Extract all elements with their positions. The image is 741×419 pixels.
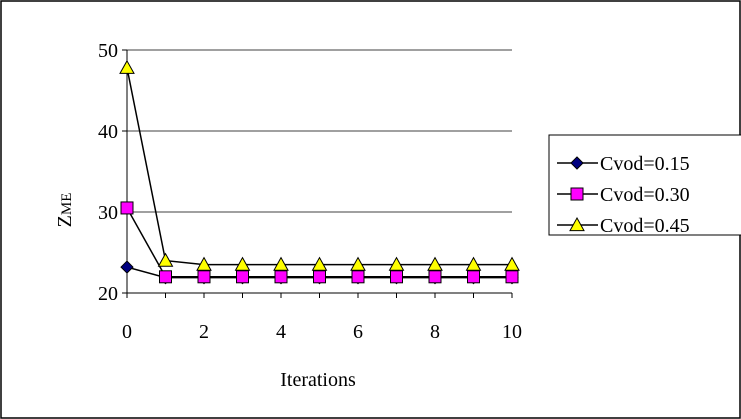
legend-marker-1 [570, 156, 584, 170]
series-3-point-10 [504, 256, 520, 271]
series-3-point-3 [234, 256, 251, 271]
legend-label-2: Cvod=0.30 [600, 184, 690, 206]
series-2-point-6 [351, 270, 365, 284]
legend-marker-2 [570, 187, 584, 201]
x-tick-label-2: 4 [276, 321, 286, 343]
series-3-point-0 [119, 59, 135, 74]
series-2 [120, 201, 519, 284]
y-axis-title-main: Z [54, 215, 76, 227]
series-2-point-7 [390, 270, 403, 284]
series-2-point-10 [505, 270, 519, 284]
series-2-point-9 [467, 270, 480, 284]
legend-box [548, 134, 741, 236]
x-tick-labels: 0 2 4 6 8 10 [122, 321, 522, 343]
series-layer [119, 59, 520, 285]
series-2-point-0 [120, 201, 134, 215]
series-2-point-3 [236, 270, 249, 284]
series-3 [119, 59, 520, 271]
series-3-point-2 [196, 256, 212, 271]
series-3-point-1 [157, 252, 174, 267]
series-3-point-7 [388, 256, 405, 271]
y-tick-label-2: 40 [98, 121, 118, 143]
x-tick-label-1: 2 [199, 321, 209, 343]
series-1-point-0 [120, 260, 134, 274]
series-2-point-1 [159, 270, 172, 284]
y-tick-label-1: 30 [98, 202, 118, 224]
y-tick-label-3: 50 [98, 40, 118, 62]
series-2-point-5 [313, 270, 326, 284]
x-tick-label-5: 10 [502, 321, 522, 343]
x-tick-label-3: 6 [353, 321, 363, 343]
series-2-point-4 [274, 270, 288, 284]
y-tick-labels: 20 30 40 50 [98, 40, 118, 305]
x-tick-label-0: 0 [122, 321, 132, 343]
grid-lines [127, 49, 512, 213]
series-3-point-5 [311, 256, 328, 271]
series-3-point-6 [350, 256, 366, 271]
series-3-point-9 [465, 256, 482, 271]
series-3-point-4 [273, 256, 289, 271]
series-2-point-8 [428, 270, 442, 284]
y-axis-title-sub: ME [59, 193, 75, 216]
y-axis-title: ZME [54, 193, 76, 228]
legend-label-1: Cvod=0.15 [600, 153, 690, 175]
x-axis-title: Iterations [280, 369, 356, 391]
legend-marker-3 [569, 216, 585, 232]
series-3-point-8 [427, 256, 443, 271]
x-tick-label-4: 8 [430, 321, 440, 343]
y-tick-label-0: 20 [98, 283, 118, 305]
legend: Cvod=0.15 Cvod=0.30 Cvod=0.45 [548, 134, 741, 237]
series-2-point-2 [197, 270, 211, 284]
legend-label-3: Cvod=0.45 [600, 215, 690, 237]
